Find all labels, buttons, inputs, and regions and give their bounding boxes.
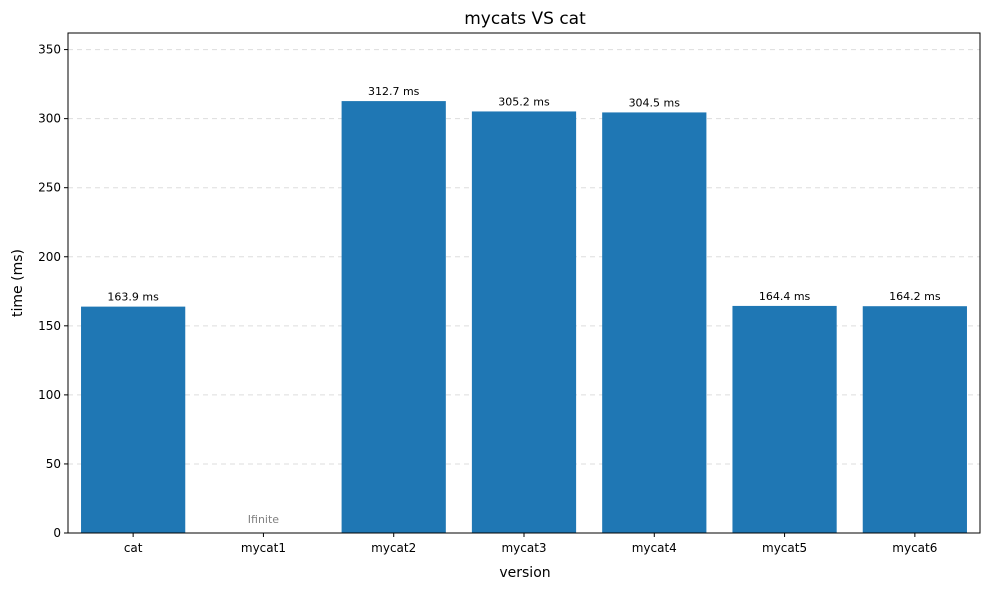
data-label: 164.2 ms [889,290,941,303]
y-tick-label: 200 [38,250,61,264]
data-label: 312.7 ms [368,85,420,98]
bar [732,305,837,533]
data-label: 305.2 ms [498,95,550,108]
data-labels: 163.9 ms Ifinite 312.7 ms 305.2 ms 304.5 ms 1… [107,85,940,526]
bar [81,306,186,533]
y-tick-label: 350 [38,43,61,57]
data-label: Ifinite [248,513,280,526]
bar [471,111,577,534]
x-axis-label: version [499,565,550,581]
bar [862,306,967,533]
x-tick-label: mycat2 [371,541,416,555]
y-tick-label: 50 [46,457,61,471]
x-tick-label: mycat4 [632,541,677,555]
data-label: 304.5 ms [629,96,681,109]
x-tick-label: mycat5 [762,541,807,555]
y-axis-label: time (ms) [10,249,26,317]
chart-title: mycats VS cat [464,9,586,29]
bar [341,101,446,533]
data-label: 163.9 ms [107,291,159,304]
y-axis: 0 50 100 150 200 250 300 350 [38,43,68,540]
x-tick-label: mycat3 [501,541,546,555]
y-tick-label: 100 [38,388,61,402]
x-tick-label: cat [124,541,143,555]
x-tick-label: mycat6 [892,541,937,555]
bars [81,101,967,534]
y-tick-label: 0 [53,526,61,540]
x-tick-label: mycat1 [241,541,286,555]
y-tick-label: 300 [38,112,61,126]
y-tick-label: 250 [38,181,61,195]
x-axis: cat mycat1 mycat2 mycat3 mycat4 mycat5 mycat6 [124,533,937,555]
y-tick-label: 150 [38,319,61,333]
data-label: 164.4 ms [759,290,811,303]
bar [602,112,707,533]
